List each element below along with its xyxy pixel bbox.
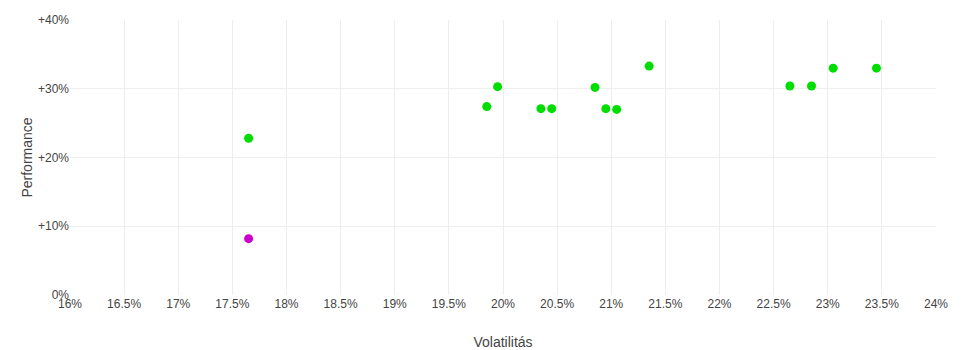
svg-text:Performance: Performance: [19, 117, 35, 197]
svg-text:18.5%: 18.5%: [324, 297, 358, 311]
svg-text:16%: 16%: [58, 297, 82, 311]
svg-text:19.5%: 19.5%: [432, 297, 466, 311]
svg-text:0%: 0%: [52, 288, 70, 302]
svg-text:+10%: +10%: [38, 219, 69, 233]
svg-text:21.5%: 21.5%: [648, 297, 682, 311]
svg-text:19%: 19%: [383, 297, 407, 311]
svg-text:21%: 21%: [599, 297, 623, 311]
svg-text:20.5%: 20.5%: [540, 297, 574, 311]
svg-text:+30%: +30%: [38, 82, 69, 96]
svg-text:18%: 18%: [274, 297, 298, 311]
svg-text:22%: 22%: [707, 297, 731, 311]
svg-text:22.5%: 22.5%: [757, 297, 791, 311]
svg-text:23.5%: 23.5%: [865, 297, 899, 311]
svg-text:+40%: +40%: [38, 13, 69, 27]
svg-text:20%: 20%: [491, 297, 515, 311]
svg-text:Volatilitás: Volatilitás: [473, 334, 532, 350]
svg-text:16.5%: 16.5%: [107, 297, 141, 311]
svg-text:24%: 24%: [924, 297, 948, 311]
svg-text:17.5%: 17.5%: [215, 297, 249, 311]
svg-text:+20%: +20%: [38, 151, 69, 165]
svg-text:17%: 17%: [166, 297, 190, 311]
svg-text:23%: 23%: [816, 297, 840, 311]
